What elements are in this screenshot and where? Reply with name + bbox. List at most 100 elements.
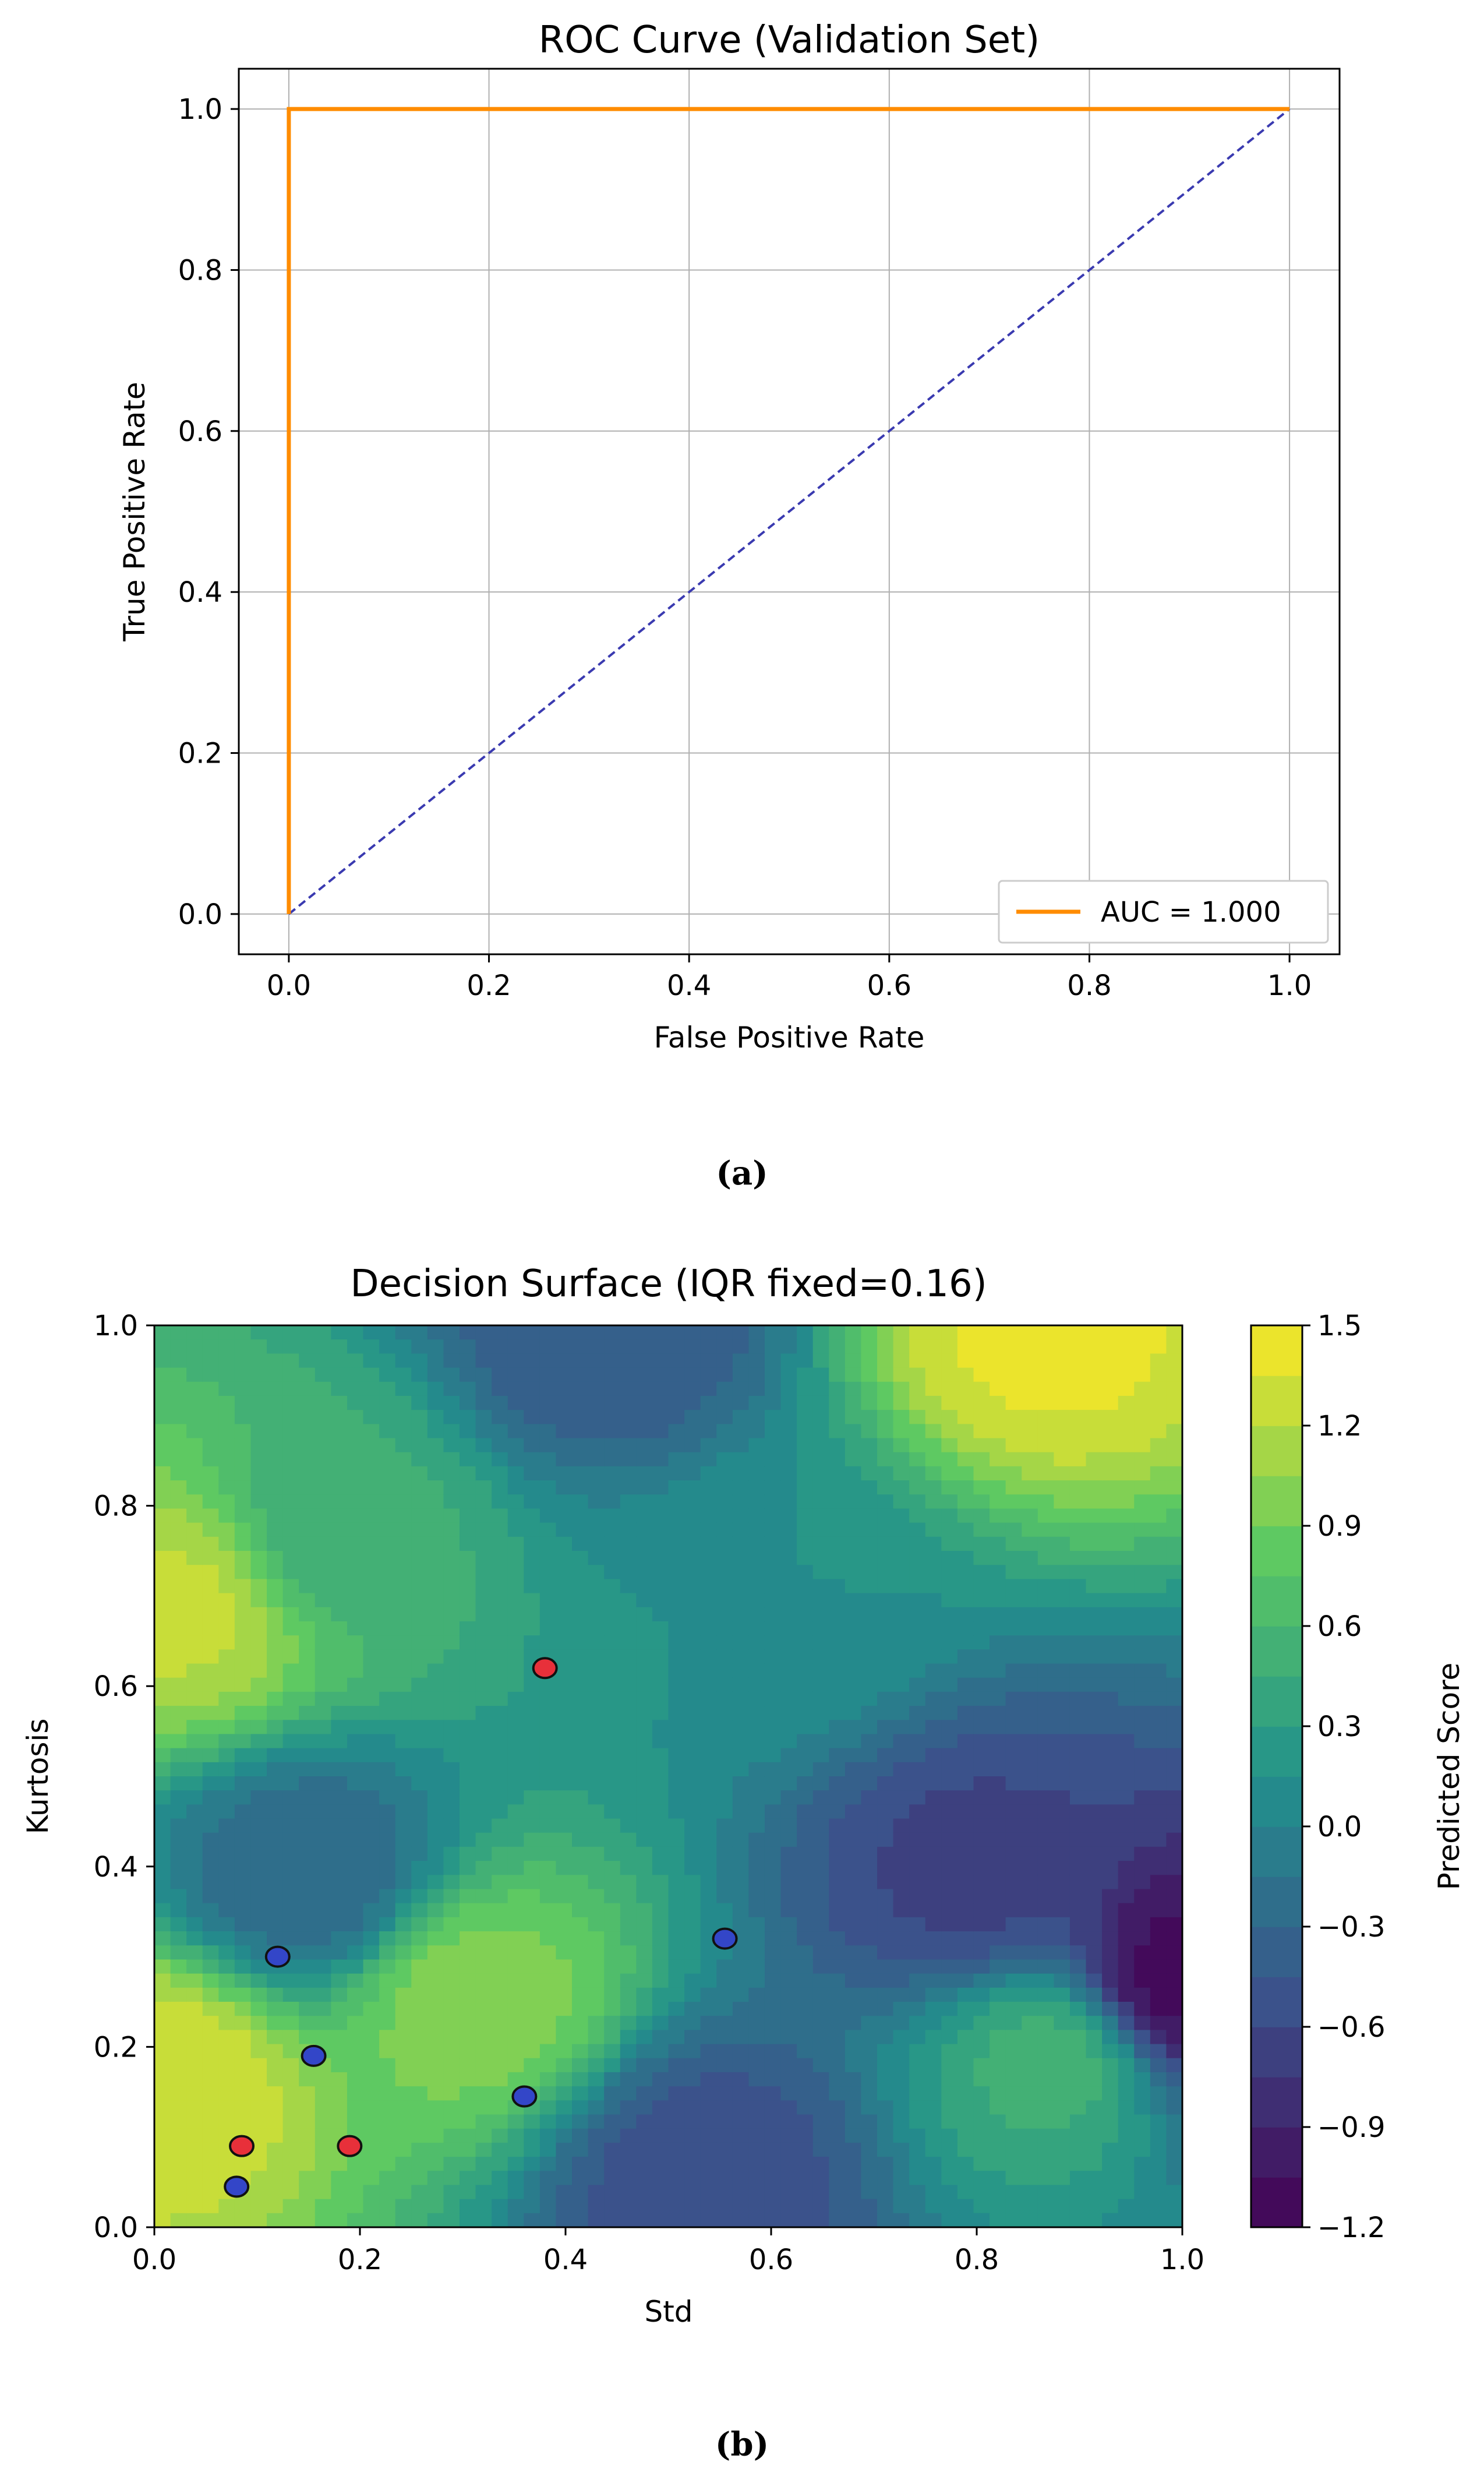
surface-cell <box>411 2058 428 2073</box>
surface-cell <box>443 1395 460 1410</box>
surface-cell <box>700 1551 718 1565</box>
surface-cell <box>459 2016 476 2031</box>
surface-cell <box>716 1635 733 1650</box>
surface-cell <box>764 1325 782 1340</box>
surface-cell <box>218 1889 235 1904</box>
surface-cell <box>154 2058 171 2073</box>
surface-cell <box>780 1410 797 1425</box>
surface-cell <box>459 2114 476 2129</box>
surface-cell <box>652 1367 669 1382</box>
surface-cell <box>299 1663 316 1678</box>
surface-cell <box>877 2185 894 2200</box>
surface-cell <box>475 2072 492 2087</box>
surface-cell <box>539 1818 557 1833</box>
surface-cell <box>1086 2002 1103 2016</box>
surface-cell <box>202 1522 220 1537</box>
surface-cell <box>315 1875 332 1890</box>
surface-cell <box>700 1691 718 1706</box>
surface-cell <box>877 1776 894 1791</box>
surface-cell <box>154 1790 171 1805</box>
surface-cell <box>218 1959 235 1974</box>
surface-cell <box>267 1973 284 1988</box>
surface-cell <box>893 1551 910 1565</box>
surface-cell <box>379 1748 396 1763</box>
surface-cell <box>748 1931 765 1946</box>
surface-cell <box>1037 1734 1055 1749</box>
roc-y-ticks: 0.00.20.40.60.81.0 <box>178 93 239 931</box>
surface-cell <box>427 1367 444 1382</box>
surface-cell <box>845 1325 862 1340</box>
surface-cell <box>941 1889 958 1904</box>
surface-cell <box>347 1410 364 1425</box>
surface-cell <box>202 2044 220 2059</box>
roc-legend: AUC = 1.000 <box>998 880 1329 944</box>
surface-cell <box>1086 2171 1103 2186</box>
surface-cell <box>331 2086 348 2101</box>
surface-cell <box>700 1790 718 1805</box>
surface-cell <box>1166 1381 1182 1396</box>
surface-cell <box>620 1494 637 1509</box>
surface-cell <box>347 1889 364 1904</box>
surface-cell <box>636 2016 653 2031</box>
surface-cell <box>716 1381 733 1396</box>
surface-cell <box>459 1480 476 1496</box>
surface-cell <box>459 1452 476 1467</box>
surface-cell <box>475 1325 492 1340</box>
colorbar-band <box>1251 1426 1302 1476</box>
surface-cell <box>716 2058 733 2073</box>
surface-cell <box>1166 2072 1182 2087</box>
surface-cell <box>957 1889 974 1904</box>
surface-cell <box>668 1367 685 1382</box>
surface-cell <box>492 1621 508 1636</box>
surface-cell <box>234 1593 252 1608</box>
surface-cell <box>700 1395 718 1410</box>
surface-cell <box>556 1607 573 1622</box>
surface-cell <box>154 1677 171 1692</box>
surface-cell <box>636 1762 653 1777</box>
surface-cell <box>250 2100 267 2115</box>
surface-cell <box>411 1875 428 1890</box>
surface-cell <box>909 1734 926 1749</box>
surface-cell <box>1150 2142 1167 2157</box>
surface-cell <box>861 1536 878 1551</box>
surface-cell <box>331 2044 348 2059</box>
surface-cell <box>556 1691 573 1706</box>
colorbar-tick-label: 1.2 <box>1317 1410 1362 1442</box>
surface-cell <box>845 1621 862 1636</box>
surface-cell <box>427 1720 444 1735</box>
surface-cell <box>572 2185 589 2200</box>
surface-cell <box>250 2199 267 2214</box>
surface-cell <box>716 1395 733 1410</box>
surface-cell <box>443 1987 460 2002</box>
surface-cell <box>748 1325 765 1340</box>
surface-cell <box>1069 1424 1087 1439</box>
surface-cell <box>1005 1353 1023 1368</box>
surface-cell <box>363 1945 380 1960</box>
surface-cell <box>764 1593 782 1608</box>
surface-cell <box>267 1804 284 1819</box>
surface-cell <box>202 1861 220 1876</box>
surface-cell <box>588 1917 605 1932</box>
surface-cell <box>443 1367 460 1382</box>
surface-cell <box>990 2044 1006 2059</box>
surface-cell <box>1150 1762 1167 1777</box>
surface-cell <box>331 2199 348 2214</box>
surface-cell <box>379 2058 396 2073</box>
surface-cell <box>957 1945 974 1960</box>
surface-cell <box>347 1903 364 1918</box>
surface-cell <box>909 1551 926 1565</box>
surface-cell <box>395 2199 412 2214</box>
surface-cell <box>524 1945 540 1960</box>
surface-cell <box>748 1551 765 1565</box>
surface-cell <box>604 1846 621 1861</box>
surface-cell <box>539 1452 557 1467</box>
surface-cell <box>363 2171 380 2186</box>
surface-cell <box>267 1325 284 1340</box>
surface-cell <box>1086 1635 1103 1650</box>
surface-cell <box>427 2128 444 2143</box>
surface-cell <box>877 1621 894 1636</box>
surface-cell <box>379 1959 396 1974</box>
surface-cell <box>154 1381 171 1396</box>
surface-cell <box>556 1381 573 1396</box>
surface-cell <box>1005 1381 1023 1396</box>
